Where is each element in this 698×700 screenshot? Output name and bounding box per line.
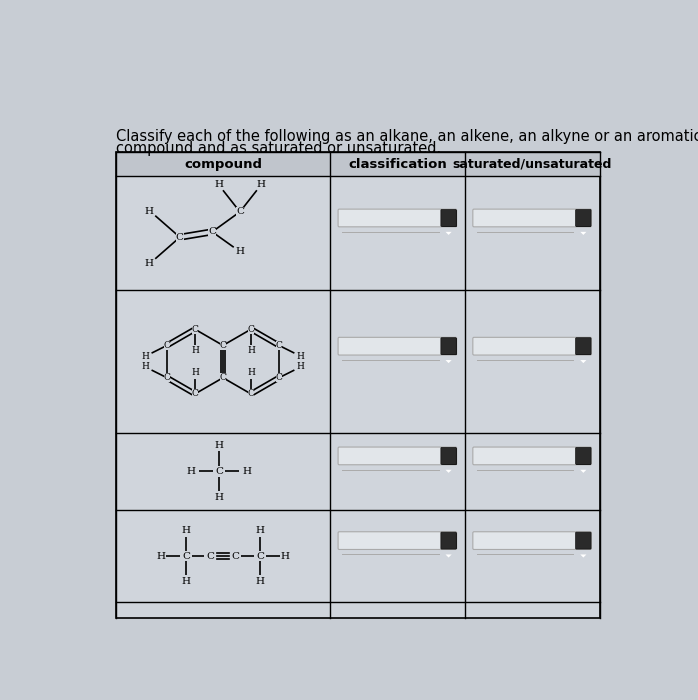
Bar <box>577 339 591 354</box>
Polygon shape <box>445 232 452 235</box>
Text: H: H <box>157 552 166 561</box>
FancyBboxPatch shape <box>576 532 591 549</box>
Polygon shape <box>580 360 586 363</box>
Text: C: C <box>248 325 254 334</box>
Bar <box>442 339 456 354</box>
FancyBboxPatch shape <box>473 209 591 227</box>
Text: C: C <box>191 389 198 398</box>
FancyBboxPatch shape <box>576 209 591 227</box>
Bar <box>577 533 591 548</box>
Polygon shape <box>445 554 452 557</box>
Text: C: C <box>163 373 170 382</box>
FancyBboxPatch shape <box>338 447 456 465</box>
Text: H: H <box>181 526 191 535</box>
Text: H: H <box>191 346 199 356</box>
Text: C: C <box>220 373 226 382</box>
Text: H: H <box>187 467 196 476</box>
Text: H: H <box>144 259 154 268</box>
Bar <box>116 152 600 176</box>
Text: H: H <box>214 493 223 502</box>
Bar <box>442 448 456 463</box>
FancyBboxPatch shape <box>576 337 591 355</box>
FancyBboxPatch shape <box>338 532 456 550</box>
Text: C: C <box>256 552 264 561</box>
Text: H: H <box>247 368 255 377</box>
Bar <box>577 448 591 463</box>
Text: C: C <box>220 341 226 350</box>
Text: H: H <box>142 363 149 372</box>
Polygon shape <box>580 470 586 473</box>
Text: H: H <box>144 206 154 216</box>
Text: C: C <box>276 373 283 382</box>
Text: C: C <box>220 373 226 382</box>
Text: C: C <box>215 467 223 476</box>
Text: saturated/unsaturated: saturated/unsaturated <box>452 158 612 171</box>
Text: C: C <box>176 232 184 241</box>
FancyBboxPatch shape <box>473 447 591 465</box>
Text: C: C <box>208 228 216 237</box>
Text: H: H <box>242 467 251 476</box>
FancyBboxPatch shape <box>473 532 591 550</box>
Polygon shape <box>445 470 452 473</box>
Bar <box>577 210 591 225</box>
Text: H: H <box>214 440 223 449</box>
Text: H: H <box>256 180 265 188</box>
Bar <box>116 152 600 617</box>
FancyBboxPatch shape <box>473 337 591 355</box>
FancyBboxPatch shape <box>338 337 456 355</box>
Bar <box>442 210 456 225</box>
Bar <box>442 533 456 548</box>
Text: compound: compound <box>184 158 262 171</box>
Text: H: H <box>181 577 191 586</box>
Text: compound and as saturated or unsaturated.: compound and as saturated or unsaturated… <box>116 141 441 156</box>
FancyBboxPatch shape <box>441 532 456 549</box>
Text: C: C <box>182 552 190 561</box>
FancyBboxPatch shape <box>441 209 456 227</box>
Text: Classify each of the following as an alkane, an alkene, an alkyne or an aromatic: Classify each of the following as an alk… <box>116 129 698 144</box>
Polygon shape <box>445 360 452 363</box>
Text: H: H <box>255 526 265 535</box>
Text: C: C <box>231 552 239 561</box>
Text: C: C <box>276 341 283 350</box>
Text: H: H <box>297 363 304 372</box>
Text: H: H <box>247 346 255 356</box>
Text: C: C <box>236 207 244 216</box>
Text: H: H <box>235 246 244 256</box>
Text: C: C <box>163 341 170 350</box>
Text: H: H <box>297 351 304 360</box>
Text: C: C <box>191 325 198 334</box>
FancyBboxPatch shape <box>441 447 456 464</box>
Text: H: H <box>142 351 149 360</box>
Text: H: H <box>191 368 199 377</box>
FancyBboxPatch shape <box>338 209 456 227</box>
Polygon shape <box>580 232 586 235</box>
Text: C: C <box>207 552 215 561</box>
Text: H: H <box>255 577 265 586</box>
Text: classification: classification <box>348 158 447 171</box>
Text: H: H <box>280 552 289 561</box>
Text: C: C <box>220 341 226 350</box>
Text: H: H <box>214 180 223 188</box>
FancyBboxPatch shape <box>576 447 591 464</box>
FancyBboxPatch shape <box>441 337 456 355</box>
Polygon shape <box>580 554 586 557</box>
Text: C: C <box>248 389 254 398</box>
